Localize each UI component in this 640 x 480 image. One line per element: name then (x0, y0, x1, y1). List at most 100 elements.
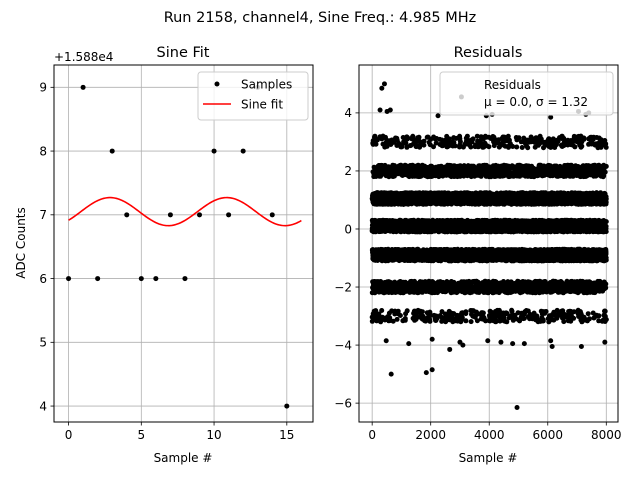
residual-point (493, 279, 499, 285)
residual-point (575, 290, 581, 296)
residual-point (379, 308, 385, 313)
residual-point (378, 254, 384, 260)
residual-point (602, 308, 608, 314)
residual-point (547, 280, 553, 285)
residual-point (396, 279, 402, 285)
residual-point (424, 310, 430, 316)
residual-point (408, 250, 414, 256)
residual-point (482, 278, 488, 284)
residual-point (581, 314, 587, 320)
residual-point (499, 312, 504, 318)
residual-point (596, 313, 602, 319)
residual-point (501, 279, 506, 284)
sine-fit-xtick-label: 5 (137, 428, 145, 442)
residual-point (513, 247, 519, 253)
residual-point (443, 317, 449, 323)
residual-point (480, 310, 486, 316)
residual-point (491, 289, 497, 295)
sample-point (66, 276, 72, 282)
residual-point (423, 289, 429, 294)
residual-point (404, 308, 410, 314)
residual-point (416, 285, 422, 291)
residual-point (389, 308, 395, 314)
residual-point (452, 318, 458, 324)
sample-point (95, 276, 101, 282)
residual-point (471, 257, 477, 263)
residual-point (397, 313, 403, 318)
residual-point (596, 318, 602, 324)
sine-fit-title: Sine Fit (157, 45, 210, 61)
residual-point (579, 287, 585, 293)
residual-point (556, 287, 562, 293)
residual-point (540, 256, 546, 262)
residual-point (532, 258, 538, 264)
legend-samples-label: Samples (241, 78, 292, 92)
residual-point (517, 258, 522, 264)
residual-point (567, 289, 573, 295)
residual-point (418, 249, 423, 255)
residual-point (560, 288, 566, 294)
sine-fit-ytick-label: 9 (39, 81, 47, 95)
residual-point (531, 279, 537, 285)
residual-point (395, 308, 401, 314)
residual-point (600, 251, 605, 257)
sine-fit-xtick-label: 15 (279, 428, 294, 442)
residual-point (565, 318, 571, 324)
residual-point (488, 315, 494, 321)
residual-point (402, 317, 408, 323)
sine-fit-xtick-label: 10 (206, 428, 221, 442)
residual-point (427, 318, 433, 324)
residual-point (408, 279, 413, 284)
residual-point (543, 309, 549, 314)
residual-point (500, 257, 506, 263)
residual-point (417, 308, 423, 314)
residual-point (497, 318, 503, 324)
residual-point (525, 308, 531, 314)
sine-fit-curve (68, 196, 302, 227)
residual-point (478, 316, 484, 322)
residual-point (385, 289, 390, 295)
y-offset-label: +1.588e4 (54, 50, 113, 64)
residual-point (463, 318, 469, 324)
residual-point (454, 247, 460, 253)
sample-point (138, 276, 144, 282)
residual-point (593, 257, 599, 263)
residual-point (428, 312, 434, 318)
residual-point (523, 286, 529, 292)
residual-point (464, 279, 470, 285)
residual-point (412, 257, 418, 263)
residual-point (374, 318, 380, 324)
sample-point (153, 276, 159, 282)
residual-point (440, 289, 446, 295)
residual-point (432, 316, 438, 321)
residual-point (571, 315, 577, 321)
residual-point (560, 315, 565, 321)
residuals-points (369, 81, 609, 410)
residual-point (468, 249, 474, 255)
sample-point (182, 276, 188, 282)
residual-point (538, 318, 543, 324)
sample-point (211, 148, 217, 154)
residual-point (518, 285, 524, 290)
residual-point (525, 248, 531, 254)
residual-point (499, 252, 505, 258)
residual-point (586, 252, 592, 258)
residual-point (427, 289, 433, 295)
sample-point (80, 84, 86, 90)
residual-point (434, 281, 440, 287)
residual-point (395, 248, 401, 254)
residual-point (584, 258, 590, 263)
residual-point (536, 290, 542, 295)
residual-point (471, 284, 477, 290)
residual-point (548, 315, 554, 321)
sample-point (226, 212, 232, 218)
residual-point (483, 318, 489, 324)
sine-fit-ytick-label: 5 (39, 336, 47, 350)
residual-point (542, 280, 548, 286)
sample-point (124, 212, 130, 218)
residual-point (554, 307, 560, 313)
residual-point (426, 254, 432, 260)
residual-point (568, 254, 574, 260)
